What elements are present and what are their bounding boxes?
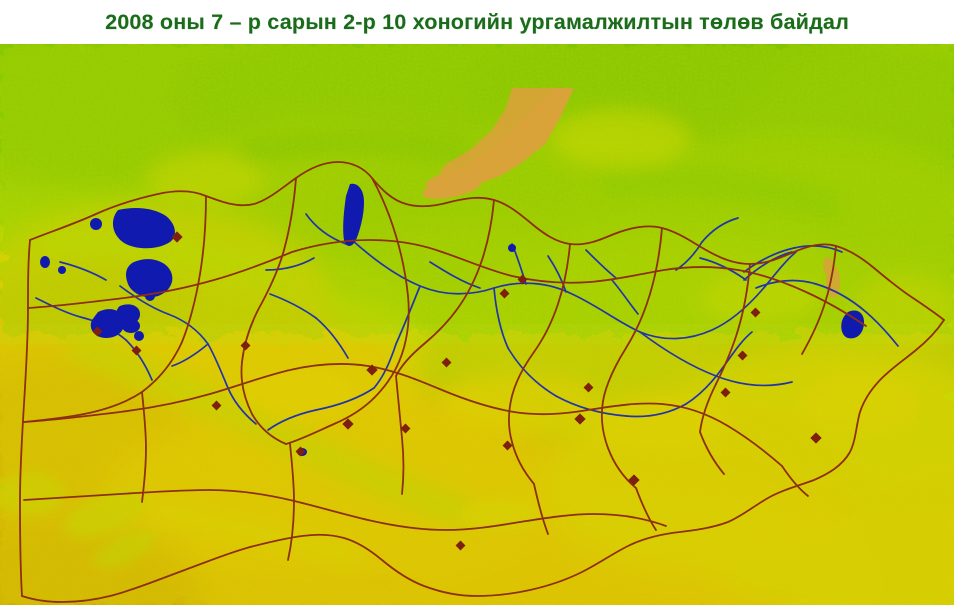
lake-orog [297, 448, 307, 456]
city-marker [499, 288, 510, 299]
city-marker [171, 231, 183, 243]
city-marker [211, 400, 222, 411]
city-marker [517, 274, 528, 285]
city-marker [810, 432, 822, 444]
ndvi-raster-layer [0, 44, 954, 605]
mongolia-ndvi-map [0, 44, 954, 605]
city-marker [583, 382, 594, 393]
lake-uvs-nuur [112, 208, 175, 249]
city-marker [240, 340, 251, 351]
city-marker [628, 474, 640, 486]
page-title: 2008 оны 7 – р сарын 2-р 10 хоногийн ург… [105, 9, 849, 34]
city-marker [295, 446, 306, 457]
lake-baikal-southwest-tip [422, 177, 482, 199]
city-marker [92, 326, 103, 337]
map-raster-canvas [0, 44, 954, 605]
city-marker [455, 540, 466, 551]
lake-airag [122, 319, 140, 333]
city-marker [400, 423, 411, 434]
city-marker [750, 307, 761, 318]
city-marker [502, 440, 513, 451]
lakes-layer [40, 183, 864, 456]
city-marker [441, 357, 452, 368]
city-marker [131, 345, 142, 356]
rivers-layer [35, 213, 899, 431]
province-boundaries-layer [19, 161, 945, 603]
city-marker [342, 418, 354, 430]
lake-achit [40, 256, 50, 268]
city-marker [737, 350, 748, 361]
city-marker [574, 413, 586, 425]
city-markers-layer [92, 231, 822, 551]
city-marker [720, 387, 731, 398]
bare-soil-patches [823, 257, 840, 298]
title-band: 2008 оны 7 – р сарын 2-р 10 хоногийн ург… [0, 0, 954, 44]
lake-khar-us-nuur [90, 309, 125, 338]
lake-buir-nuur [841, 310, 864, 339]
lake-khovsgol-nuur [343, 183, 364, 246]
lake-khyargas-nuur [126, 259, 173, 298]
lake-small-west [90, 218, 102, 230]
lake-baikal [424, 88, 574, 190]
city-marker [366, 364, 378, 376]
lake-khar-nuur [116, 304, 140, 325]
